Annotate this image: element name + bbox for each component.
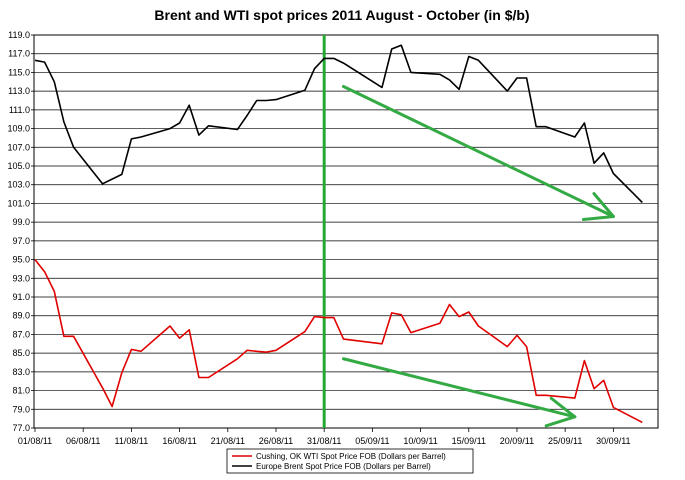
y-tick-label: 117.0 — [8, 49, 30, 59]
legend-label-brent: Europe Brent Spot Price FOB (Dollars per… — [256, 462, 431, 471]
trend-arrow-head — [549, 396, 577, 419]
y-tick-label: 89.0 — [12, 311, 30, 321]
legend-label-wti: Cushing, OK WTI Spot Price FOB (Dollars … — [256, 452, 446, 461]
trend-arrow-2 — [341, 357, 577, 419]
y-tick-label: 119.0 — [8, 30, 30, 40]
series-line-brent — [34, 44, 643, 204]
y-tick-label: 93.0 — [12, 273, 30, 283]
y-tick-label: 83.0 — [12, 367, 30, 377]
x-tick-label: 20/09/11 — [500, 436, 534, 446]
y-tick-label: 103.0 — [7, 180, 30, 190]
y-tick-label: 109.0 — [7, 124, 30, 134]
y-tick-label: 77.0 — [12, 423, 30, 433]
x-tick-label: 26/08/11 — [259, 436, 293, 446]
x-tick-label: 16/08/11 — [162, 436, 196, 446]
trend-arrow-1 — [341, 84, 615, 219]
legend-box — [226, 448, 474, 474]
x-tick-label: 10/09/11 — [403, 436, 437, 446]
trend-arrow-head — [592, 192, 615, 219]
trend-arrow-head — [582, 215, 615, 222]
series-lines — [34, 35, 643, 428]
x-tick-label: 11/08/11 — [115, 436, 149, 446]
series-line-wti — [34, 259, 643, 424]
x-tick-label: 06/08/11 — [66, 436, 100, 446]
y-tick-label: 81.0 — [12, 386, 30, 396]
y-tick-label: 115.0 — [8, 67, 30, 77]
trend-arrow-head — [544, 415, 577, 428]
y-axis-ticks: 119.0 117.0 115.0 113.0 111.0 109.0 107.0 105.0… — [7, 30, 34, 433]
y-tick-label: 99.0 — [12, 217, 30, 227]
grid-lines — [34, 34, 658, 429]
x-tick-label: 01/08/11 — [18, 436, 52, 446]
x-tick-label: 25/09/11 — [548, 436, 582, 446]
x-tick-label: 15/09/11 — [452, 436, 486, 446]
y-tick-label: 87.0 — [12, 329, 30, 339]
x-tick-label: 31/08/11 — [307, 436, 341, 446]
x-tick-label: 21/08/11 — [211, 436, 245, 446]
x-axis-ticks: 01/08/11 06/08/11 11/08/11 16/08/11 21/08/11… — [18, 428, 631, 446]
y-tick-label: 97.0 — [12, 236, 30, 246]
plot-area — [33, 34, 659, 429]
y-tick-label: 105.0 — [7, 161, 30, 171]
y-tick-label: 91.0 — [12, 292, 30, 302]
y-tick-label: 101.0 — [7, 198, 30, 208]
chart-title: Brent and WTI spot prices 2011 August - … — [154, 7, 529, 23]
y-tick-label: 111.0 — [9, 105, 30, 115]
annotations — [341, 84, 615, 428]
x-tick-label: 30/09/11 — [596, 436, 630, 446]
legend: Cushing, OK WTI Spot Price FOB (Dollars … — [226, 448, 474, 474]
y-tick-label: 85.0 — [12, 348, 30, 358]
y-tick-label: 107.0 — [7, 142, 30, 152]
y-tick-label: 95.0 — [12, 255, 30, 265]
x-tick-label: 05/09/11 — [355, 436, 389, 446]
y-tick-label: 79.0 — [12, 404, 30, 414]
y-tick-label: 113.0 — [8, 86, 30, 96]
